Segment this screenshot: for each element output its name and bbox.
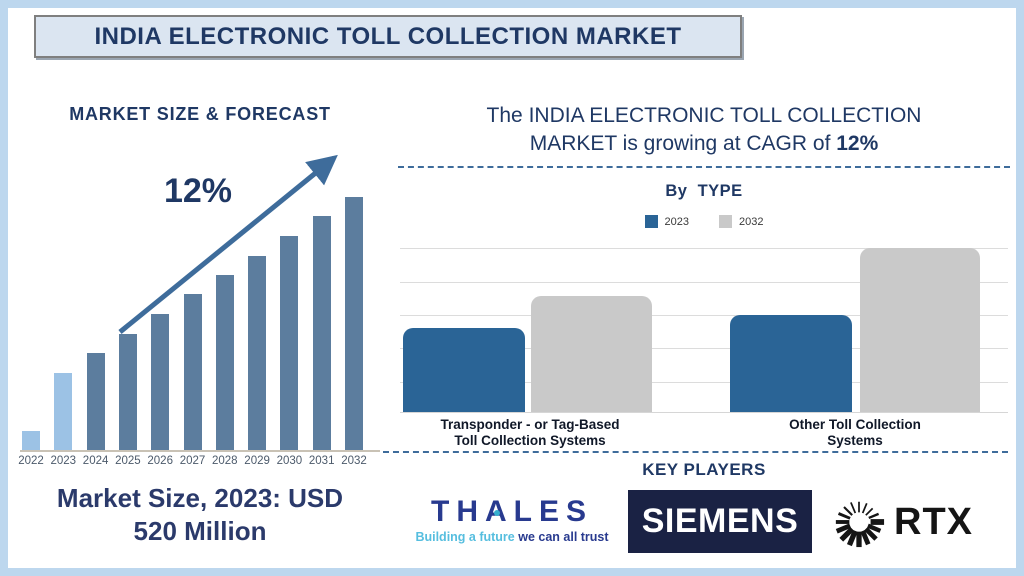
legend-item-2023: 2023 <box>644 215 689 228</box>
dashed-divider-bottom <box>383 451 1008 453</box>
forecast-bar-2024 <box>86 353 105 450</box>
cagr-growth-label: 12% <box>163 172 233 210</box>
thales-a-dot-icon <box>494 510 500 516</box>
legend-label-2032: 2032 <box>739 215 764 228</box>
category-label-other: Other Toll Collection Systems <box>789 417 921 448</box>
page-title: INDIA ELECTRONIC TOLL COLLECTION MARKET <box>94 22 682 50</box>
thales-wordmark: THALES <box>431 495 593 528</box>
market-size-line2: 520 Million <box>133 515 267 546</box>
x-axis-label: 2024 <box>82 455 109 467</box>
legend-swatch-2023 <box>644 215 658 228</box>
rtx-wordmark: RTX <box>894 500 973 543</box>
dashed-divider-top <box>398 166 1010 168</box>
bar-2032-group2 <box>860 248 980 412</box>
forecast-bar-2032 <box>345 197 363 450</box>
bar-2023-group2 <box>730 315 852 412</box>
gridline <box>400 348 1008 349</box>
x-axis-label: 2029 <box>244 455 270 467</box>
x-axis-label: 2031 <box>308 455 335 467</box>
x-axis-label: 2023 <box>50 455 77 467</box>
x-axis-label: 2028 <box>212 455 238 467</box>
by-type-heading: By TYPE <box>665 182 743 200</box>
siemens-wordmark: SIEMENS <box>641 502 799 540</box>
forecast-bar-2026 <box>151 314 170 450</box>
forecast-bar-2030 <box>280 236 299 450</box>
cagr-heading-bold: 12% <box>836 132 879 156</box>
x-axis-label: 2032 <box>341 455 367 467</box>
by-type-bar-chart <box>400 242 1008 413</box>
market-size-callout: Market Size, 2023: USD 520 Million <box>18 482 382 547</box>
bar-2032-group1 <box>531 296 652 412</box>
siemens-logo: SIEMENS <box>628 490 812 553</box>
cagr-heading: The INDIA ELECTRONIC TOLL COLLECTION MAR… <box>398 102 1010 159</box>
key-players-heading: KEY PLAYERS <box>642 460 766 479</box>
x-axis-labels: 2022 2023 2024 2025 2026 2027 2028 2029 2030 2031… <box>18 455 382 469</box>
market-size-line1: Market Size, 2023: USD <box>56 483 344 513</box>
cagr-heading-line2: MARKET is growing at CAGR of <box>529 132 837 156</box>
legend-item-2032: 2032 <box>719 215 763 228</box>
title-banner: INDIA ELECTRONIC TOLL COLLECTION MARKET <box>34 15 742 58</box>
gridline <box>400 382 1008 383</box>
forecast-bar-2027 <box>183 294 202 450</box>
x-axis-line <box>20 450 380 452</box>
rtx-starburst-icon <box>835 501 885 548</box>
forecast-bar-chart <box>22 190 378 450</box>
forecast-bar-2023 <box>54 373 73 450</box>
x-axis-label: 2025 <box>115 455 141 467</box>
thales-logo: THALES Building a future we can all trus… <box>414 495 610 545</box>
x-axis-label: 2026 <box>147 455 173 467</box>
growth-arrow-up-icon <box>118 154 338 334</box>
bar-2023-group1 <box>403 328 525 412</box>
gridline <box>400 315 1008 316</box>
forecast-bar-2031 <box>312 216 331 450</box>
forecast-bar-2028 <box>215 275 234 450</box>
chart-legend: 2023 2032 <box>398 215 1010 228</box>
rtx-logo: RTX <box>832 491 1012 553</box>
legend-label-2023: 2023 <box>664 215 689 228</box>
legend-swatch-2032 <box>719 215 732 228</box>
category-label-transponder: Transponder - or Tag-Based Toll Collecti… <box>440 417 620 448</box>
market-size-forecast-heading: MARKET SIZE & FORECAST <box>69 104 331 124</box>
thales-tagline: Building a future we can all trust <box>415 530 609 544</box>
forecast-bar-2022 <box>22 431 40 450</box>
gridline <box>400 248 1008 249</box>
forecast-bar-2029 <box>248 256 267 450</box>
x-axis-label: 2027 <box>179 455 206 467</box>
forecast-bar-2025 <box>118 334 137 450</box>
x-axis-label: 2030 <box>276 455 303 467</box>
gridline <box>400 282 1008 283</box>
cagr-heading-line1: The INDIA ELECTRONIC TOLL COLLECTION <box>486 104 922 127</box>
x-axis-label: 2022 <box>18 455 44 467</box>
